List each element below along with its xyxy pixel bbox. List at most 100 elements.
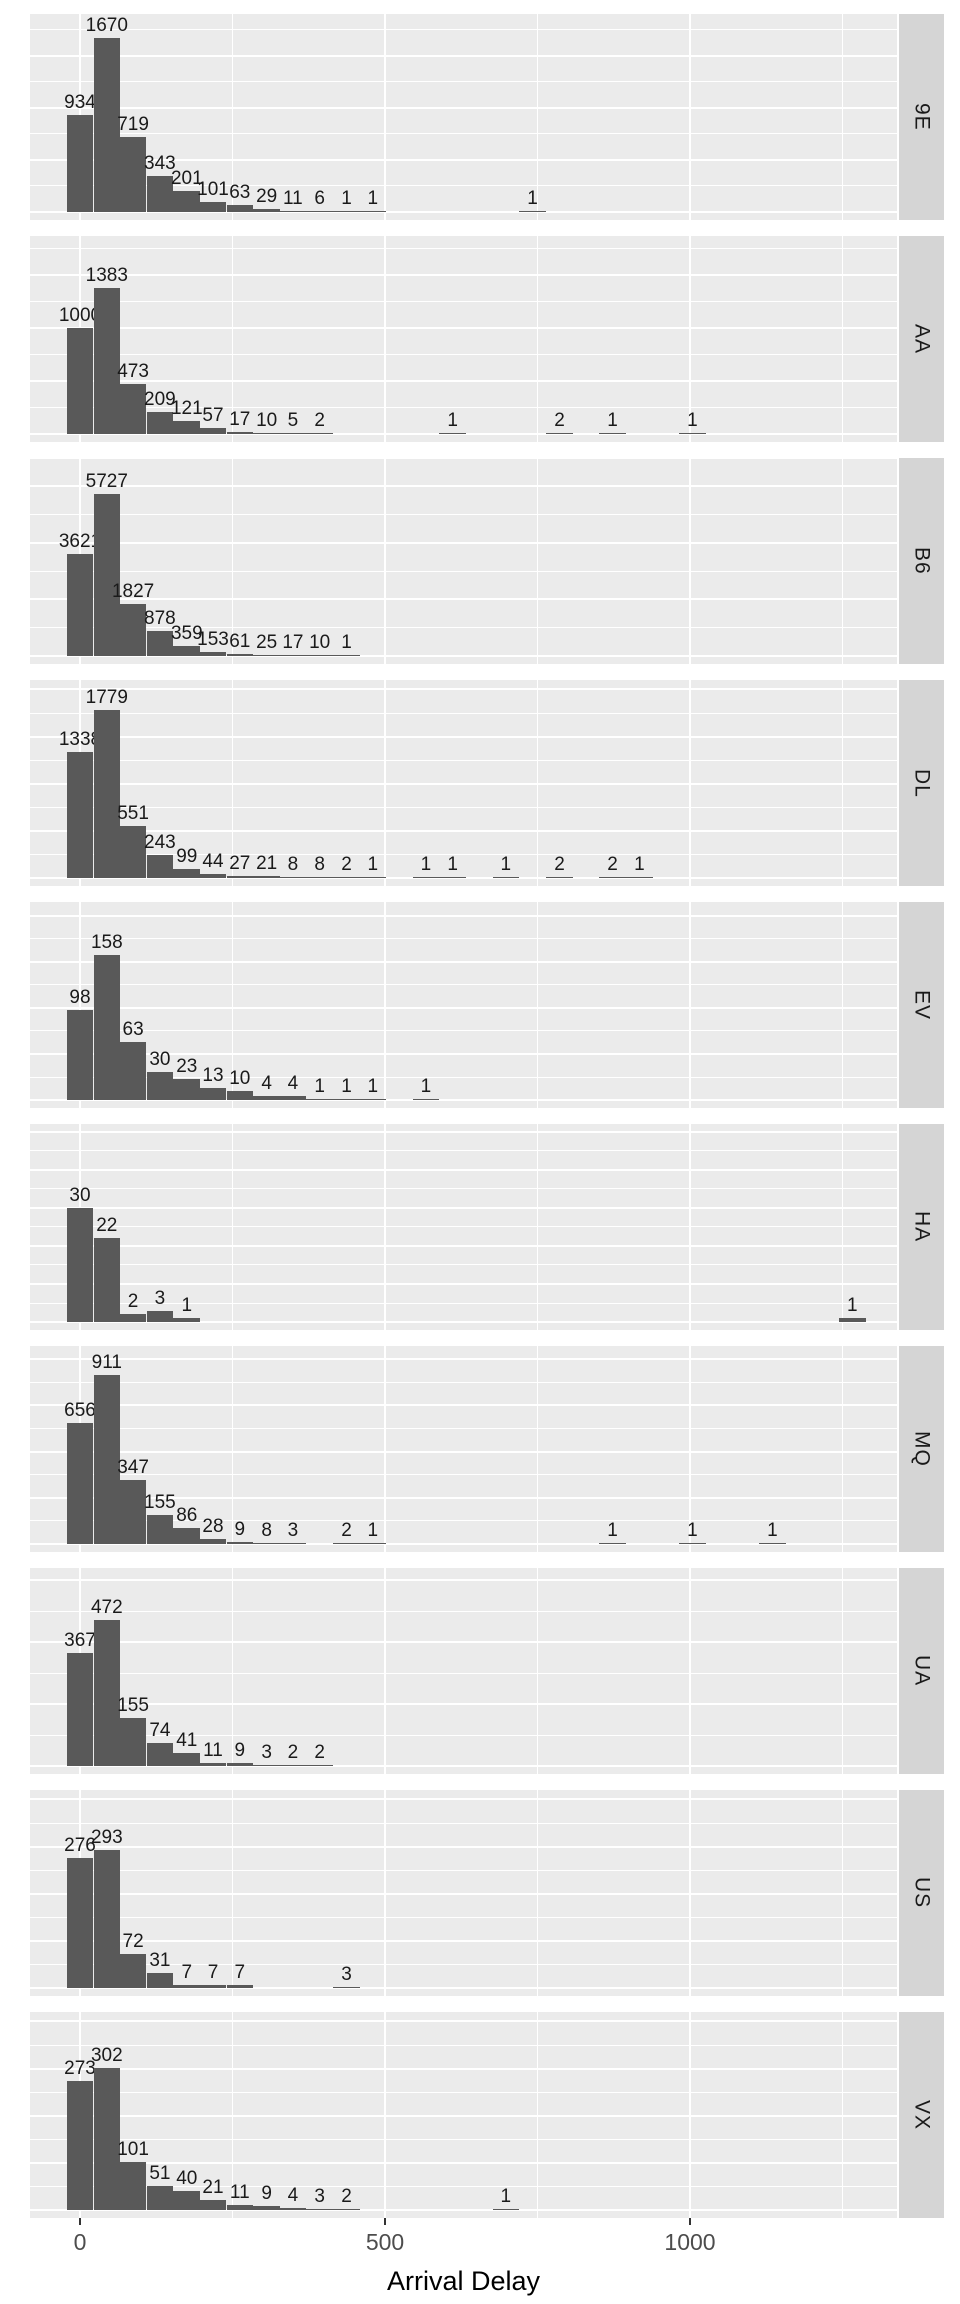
- bar-count-label: 878: [144, 608, 176, 630]
- y-major-gridline: [30, 1579, 897, 1582]
- bar-count-label: 7: [234, 1961, 246, 1983]
- bar-count-label: 273: [64, 2058, 96, 2080]
- bar-count-label: 9: [261, 2182, 272, 2204]
- facet-strip-label: 9E: [910, 103, 934, 131]
- y-minor-gridline: [30, 248, 897, 250]
- bar-count-label: 347: [117, 1456, 149, 1478]
- bar-count-label: 63: [229, 182, 251, 204]
- y-minor-gridline: [30, 1963, 897, 1965]
- x-minor-gridline: [842, 236, 843, 442]
- bar-count-label: 2: [554, 854, 565, 875]
- histogram-bar: [226, 205, 254, 212]
- x-major-gridline: [384, 1124, 386, 1330]
- x-major-gridline: [79, 902, 81, 1108]
- x-minor-gridline: [537, 1568, 538, 1774]
- histogram-bar: [519, 211, 546, 212]
- y-major-gridline: [30, 735, 897, 738]
- y-major-gridline: [30, 541, 897, 544]
- histogram-bar: [93, 1238, 121, 1322]
- y-major-gridline: [30, 1168, 897, 1171]
- x-minor-gridline: [537, 902, 538, 1108]
- histogram-bar: [279, 433, 307, 434]
- histogram-bar: [279, 2208, 307, 2210]
- y-major-gridline: [30, 106, 897, 109]
- histogram-bar: [359, 1543, 387, 1544]
- bar-count-label: 1: [367, 854, 379, 875]
- histogram-bar: [279, 1096, 307, 1100]
- histogram-bar: [146, 1072, 174, 1100]
- bar-count-label: 28: [202, 1515, 224, 1537]
- bar-count-label: 1338: [58, 728, 102, 750]
- x-minor-gridline: [537, 1790, 538, 1996]
- bar-count-label: 1000: [58, 305, 102, 327]
- x-major-gridline: [689, 458, 691, 664]
- histogram-bar: [226, 1090, 254, 1100]
- x-major-gridline: [689, 1790, 691, 1996]
- bar-count-label: 2: [341, 1520, 352, 1541]
- y-minor-gridline: [30, 984, 897, 986]
- bar-count-label: 3: [314, 2185, 325, 2207]
- y-major-gridline: [30, 2067, 897, 2070]
- histogram-bar: [226, 1763, 254, 1766]
- y-major-gridline: [30, 1641, 897, 1644]
- bar-count-label: 2: [554, 410, 565, 431]
- histogram-bar: [199, 1088, 227, 1100]
- y-major-gridline: [30, 1206, 897, 1209]
- facet-strip-label: AA: [910, 323, 934, 354]
- bar-count-label: 243: [144, 832, 176, 854]
- histogram-bar: [439, 433, 466, 434]
- bar-count-label: 293: [90, 1826, 123, 1848]
- histogram-bar: [119, 2162, 147, 2210]
- facet-strip-B6: B6: [899, 458, 944, 664]
- histogram-bar: [119, 604, 147, 656]
- x-axis-title: Arrival Delay: [386, 2266, 541, 2296]
- y-major-gridline: [30, 1321, 897, 1323]
- histogram-bar: [546, 877, 573, 878]
- y-minor-gridline: [30, 407, 897, 408]
- facet-panel-EV: 98 158 63 30 23 13 10 4 4 1 1 1 1: [30, 902, 897, 1108]
- x-minor-gridline: [537, 14, 538, 220]
- y-minor-gridline: [30, 806, 897, 808]
- histogram-bar: [146, 411, 174, 434]
- histogram-bar: [279, 877, 307, 878]
- x-axis-tick-label: 1000: [664, 2229, 716, 2255]
- x-minor-gridline: [842, 1790, 843, 1996]
- histogram-bar: [173, 645, 200, 656]
- bar-count-label: 23: [176, 1055, 198, 1077]
- bar-count-label: 61: [229, 631, 251, 653]
- histogram-bar: [599, 433, 626, 434]
- histogram-bar: [839, 1318, 866, 1322]
- y-major-gridline: [30, 1939, 897, 1942]
- bar-count-label: 11: [203, 1739, 223, 1761]
- bar-count-label: 86: [176, 1505, 198, 1527]
- bar-count-label: 4: [287, 1073, 299, 1095]
- bar-count-label: 7: [207, 1961, 219, 1983]
- histogram-bar: [333, 1543, 360, 1544]
- y-major-gridline: [30, 2114, 897, 2117]
- histogram-bar: [199, 1984, 227, 1988]
- histogram-bar: [146, 176, 174, 212]
- x-major-gridline: [689, 236, 691, 442]
- histogram-bar: [173, 1753, 200, 1766]
- histogram-bar: [173, 1318, 200, 1322]
- bar-count-label: 1: [341, 1076, 352, 1097]
- histogram-bar: [492, 877, 520, 878]
- bar-count-label: 1: [367, 1520, 379, 1541]
- facet-panel-B6: 3621 5727 1827 878 359 153 61 25 17 10 1: [30, 458, 897, 664]
- y-minor-gridline: [30, 853, 897, 855]
- histogram-bar: [412, 877, 440, 878]
- facet-panel-UA: 367 472 155 74 41 11 9 3 2 2: [30, 1568, 897, 1774]
- y-minor-gridline: [30, 1226, 897, 1228]
- y-major-gridline: [30, 1130, 897, 1133]
- x-axis-tick-label: 500: [365, 2229, 405, 2255]
- bar-count-label: 1: [687, 1520, 698, 1541]
- histogram-bar: [359, 211, 387, 212]
- x-minor-gridline: [842, 1568, 843, 1774]
- bar-count-label: 1: [527, 188, 538, 209]
- bar-count-label: 10: [256, 409, 278, 431]
- y-major-gridline: [30, 1798, 897, 1801]
- x-major-gridline: [384, 1568, 386, 1774]
- x-minor-gridline: [232, 902, 233, 1108]
- bar-count-label: 1: [447, 410, 458, 431]
- histogram-bar: [119, 1042, 147, 1100]
